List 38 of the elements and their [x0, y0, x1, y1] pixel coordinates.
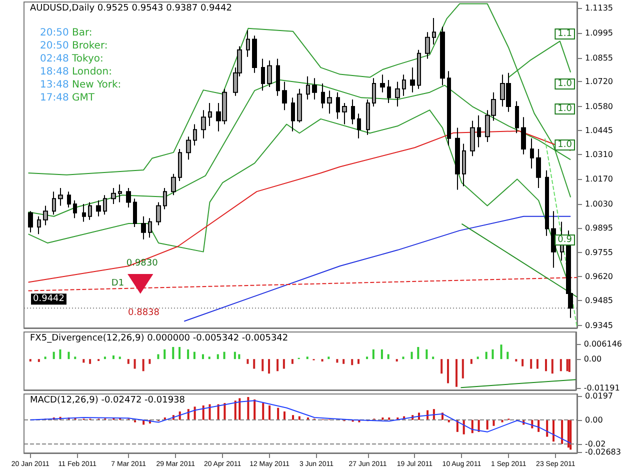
- y-tick-label: 0.9895: [585, 223, 613, 232]
- y-tick-label: 0.00: [585, 415, 603, 424]
- annotation: 1.1: [558, 29, 572, 39]
- y-tick-label: 1.0445: [585, 126, 613, 135]
- y-tick-label: 0.9345: [585, 320, 613, 330]
- y-tick-label: -0.02683: [585, 448, 621, 457]
- y-tick-label: 0.9755: [585, 248, 613, 258]
- annotation: D1: [111, 278, 124, 289]
- y-tick-label: 0.9485: [585, 296, 613, 306]
- y-tick-label: -0.01191: [584, 383, 620, 392]
- y-tick-label: 1.0170: [585, 174, 613, 184]
- annotation: 0.8838: [128, 308, 160, 318]
- annotation: 20:50 Broker:: [40, 40, 108, 52]
- y-tick-label: 0.006146: [584, 340, 622, 349]
- y-tick-label: -0.02: [585, 439, 606, 448]
- annotation: 13:48 New York:: [40, 80, 122, 90]
- y-tick-label: 1.0995: [585, 28, 613, 38]
- y-tick-label: 1.1135: [585, 4, 613, 13]
- annotation: 18:48 London:: [40, 66, 112, 78]
- annotation: 1.0: [558, 79, 572, 89]
- annotation: 17:48 GMT: [40, 92, 96, 104]
- annotation: 0.9: [558, 235, 572, 245]
- chart-title: FX5_Divergence(12,26,9) 0.000000 -0.005342 -0.005342: [30, 334, 288, 344]
- chart-title: AUDUSD,Daily 0.9525 0.9543 0.9387 0.9442: [30, 4, 232, 14]
- y-tick-label: 1.0310: [585, 150, 613, 159]
- annotation: 1.0: [558, 104, 572, 114]
- annotation: 20:50 Bar:: [40, 28, 92, 38]
- y-tick-label: 0.9620: [585, 272, 613, 282]
- ref-line-label: 0.9442: [33, 294, 64, 304]
- y-tick-label: 0.0197: [585, 392, 613, 401]
- y-tick-label: 1.0855: [585, 53, 613, 62]
- y-tick-label: 1.0030: [585, 199, 613, 208]
- annotation: 02:48 Tokyo:: [40, 54, 104, 64]
- annotation: 1.0: [558, 140, 572, 150]
- y-tick-label: 1.0580: [585, 102, 613, 112]
- y-tick-label: 0.00: [584, 354, 602, 364]
- y-tick-label: 1.0720: [585, 77, 613, 86]
- chart-title: MACD(12,26,9) -0.02472 -0.01938: [30, 396, 186, 406]
